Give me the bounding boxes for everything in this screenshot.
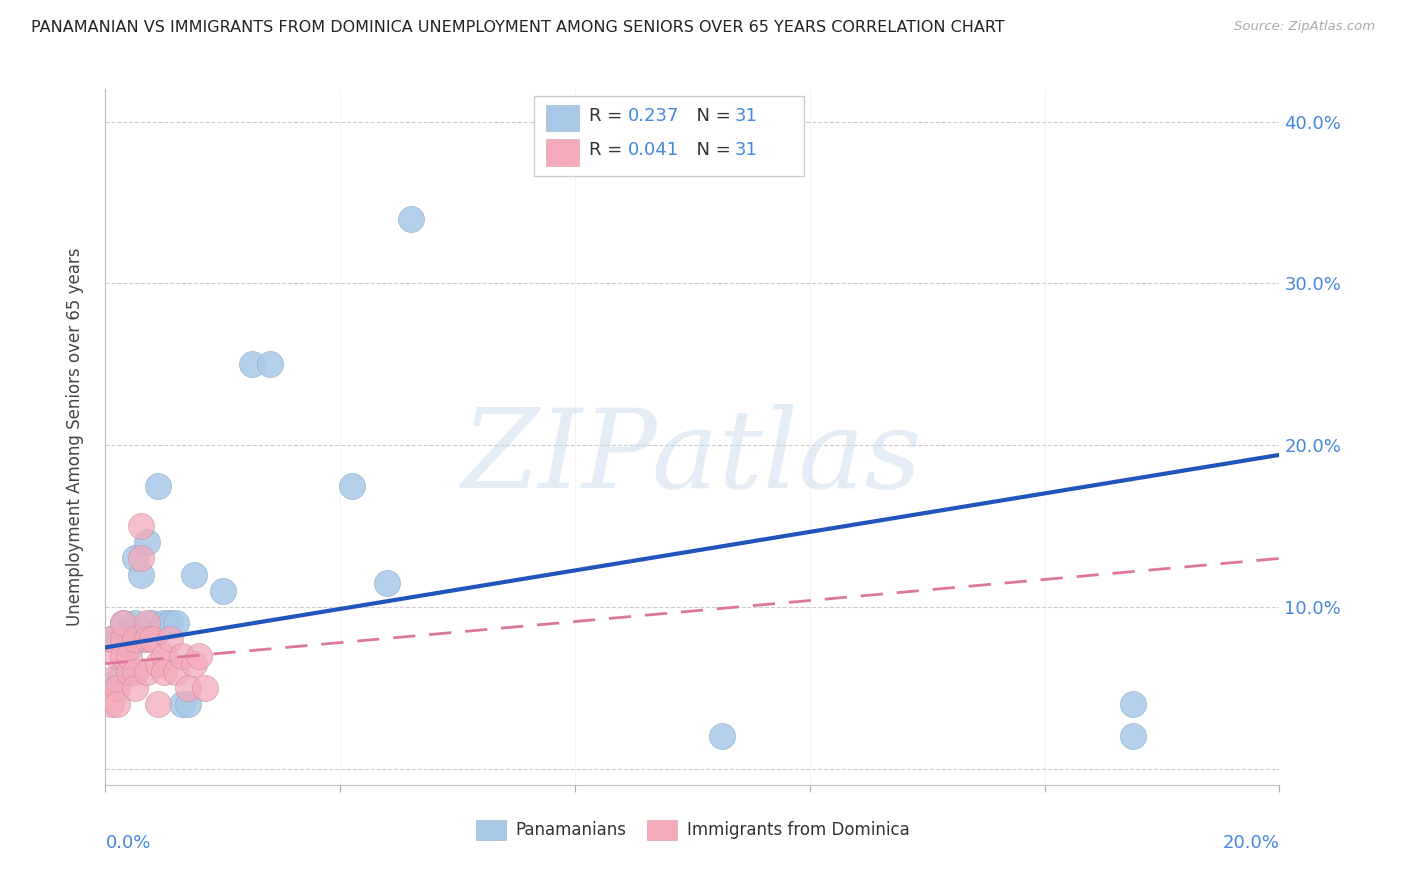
Text: 0.0%: 0.0% xyxy=(105,834,150,852)
Point xyxy=(165,665,187,679)
Point xyxy=(112,665,135,679)
Text: R =: R = xyxy=(589,106,628,125)
Text: PANAMANIAN VS IMMIGRANTS FROM DOMINICA UNEMPLOYMENT AMONG SENIORS OVER 65 YEARS : PANAMANIAN VS IMMIGRANTS FROM DOMINICA U… xyxy=(31,20,1005,35)
Point xyxy=(105,673,128,687)
Point xyxy=(100,632,122,647)
Point xyxy=(129,632,152,647)
Point xyxy=(112,632,135,647)
Point xyxy=(141,616,163,631)
Bar xyxy=(546,104,579,131)
Point xyxy=(340,478,363,492)
Point xyxy=(240,357,263,371)
Point xyxy=(135,535,157,549)
Text: 0.041: 0.041 xyxy=(628,141,679,160)
Point xyxy=(118,648,141,663)
Point xyxy=(1122,730,1144,744)
Point xyxy=(153,648,176,663)
Bar xyxy=(546,139,579,166)
Point xyxy=(112,616,135,631)
Point xyxy=(159,616,181,631)
Point xyxy=(100,697,122,711)
Point xyxy=(135,624,157,639)
Point xyxy=(112,648,135,663)
Point xyxy=(399,211,422,226)
Point xyxy=(148,478,170,492)
Point xyxy=(153,616,176,631)
Y-axis label: Unemployment Among Seniors over 65 years: Unemployment Among Seniors over 65 years xyxy=(66,248,84,626)
Point xyxy=(129,519,152,533)
Point xyxy=(129,567,152,582)
Point xyxy=(710,730,733,744)
Point xyxy=(211,583,233,598)
Text: 31: 31 xyxy=(735,106,758,125)
Point xyxy=(112,616,135,631)
Point xyxy=(159,632,181,647)
Point xyxy=(153,665,176,679)
Point xyxy=(124,624,146,639)
Text: 31: 31 xyxy=(735,141,758,160)
Point xyxy=(118,665,141,679)
Point xyxy=(1122,697,1144,711)
Point xyxy=(148,624,170,639)
Point xyxy=(176,697,198,711)
Point xyxy=(183,567,205,582)
Point xyxy=(165,616,187,631)
Point xyxy=(148,657,170,671)
FancyBboxPatch shape xyxy=(534,96,804,177)
Point xyxy=(194,681,217,695)
Point xyxy=(105,697,128,711)
Point xyxy=(105,681,128,695)
Point xyxy=(118,640,141,655)
Point xyxy=(188,648,211,663)
Point xyxy=(170,697,193,711)
Point xyxy=(135,665,157,679)
Point xyxy=(124,681,146,695)
Point xyxy=(141,632,163,647)
Legend: Panamanians, Immigrants from Dominica: Panamanians, Immigrants from Dominica xyxy=(470,814,915,847)
Point xyxy=(129,551,152,566)
Text: N =: N = xyxy=(685,141,737,160)
Point xyxy=(100,632,122,647)
Text: R =: R = xyxy=(589,141,628,160)
Point xyxy=(176,681,198,695)
Point xyxy=(118,624,141,639)
Text: Source: ZipAtlas.com: Source: ZipAtlas.com xyxy=(1234,20,1375,33)
Point xyxy=(105,648,128,663)
Point xyxy=(148,697,170,711)
Text: 0.237: 0.237 xyxy=(628,106,679,125)
Point xyxy=(124,665,146,679)
Text: 20.0%: 20.0% xyxy=(1223,834,1279,852)
Point xyxy=(183,657,205,671)
Point xyxy=(124,616,146,631)
Point xyxy=(100,673,122,687)
Point xyxy=(259,357,281,371)
Point xyxy=(135,616,157,631)
Text: N =: N = xyxy=(685,106,737,125)
Point xyxy=(170,648,193,663)
Point xyxy=(135,632,157,647)
Text: ZIPatlas: ZIPatlas xyxy=(463,404,922,512)
Point xyxy=(124,632,146,647)
Point xyxy=(375,575,398,590)
Point xyxy=(124,551,146,566)
